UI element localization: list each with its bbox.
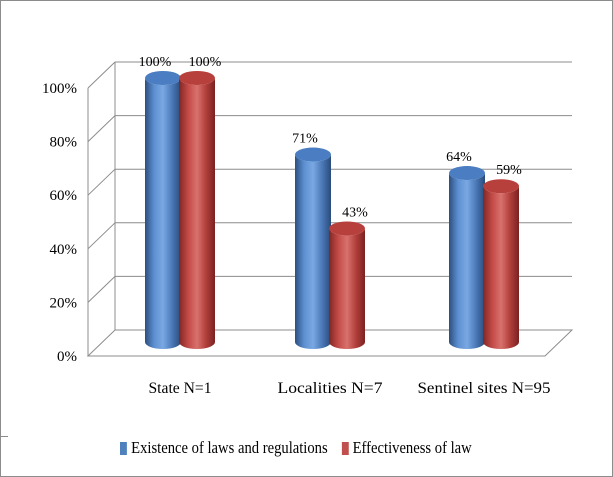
gridline-wall xyxy=(87,115,116,142)
bar-top-existence-1 xyxy=(295,147,331,162)
chart-plot: 0% 20% 40% 60% 80% 100% 100% 100% State N=1 71% 43… xyxy=(42,55,574,397)
y-tick-label: 40% xyxy=(50,242,78,258)
x-category-label: Localities N=7 xyxy=(278,380,383,397)
bar-effectiveness-1 xyxy=(329,228,365,349)
y-tick-label: 80% xyxy=(50,135,78,151)
bar-top-existence-2 xyxy=(449,166,485,181)
bar-existence-2 xyxy=(449,173,485,349)
bar-existence-0 xyxy=(145,78,181,349)
y-tick-label: 100% xyxy=(42,81,77,97)
bar-effectiveness-2 xyxy=(483,186,519,349)
chart-legend: Existence of laws and regulations Effect… xyxy=(120,437,485,459)
legend-swatch-effectiveness xyxy=(341,441,349,455)
y-tick-label: 0% xyxy=(57,349,77,365)
data-label: 71% xyxy=(292,132,318,147)
data-label: 100% xyxy=(189,55,222,70)
y-tick-label: 60% xyxy=(50,188,78,204)
gridline-wall xyxy=(87,222,116,250)
legend-label-existence: Existence of laws and regulations xyxy=(131,438,328,457)
data-label: 59% xyxy=(496,163,522,178)
x-category-label: Sentinel sites N=95 xyxy=(418,380,551,397)
gridline-wall xyxy=(87,61,116,89)
legend-label-effectiveness: Effectiveness of law xyxy=(352,438,472,457)
bar-top-effectiveness-0 xyxy=(179,71,215,85)
y-tick-label: 20% xyxy=(50,295,78,311)
gridline-wall xyxy=(87,168,116,196)
data-label: 43% xyxy=(342,205,368,220)
frame-tick xyxy=(0,436,8,437)
bar-top-existence-0 xyxy=(145,71,181,85)
data-label: 64% xyxy=(446,150,472,165)
bar-top-effectiveness-2 xyxy=(483,179,519,194)
data-label: 100% xyxy=(139,55,172,70)
legend-item-existence: Existence of laws and regulations xyxy=(120,438,328,458)
legend-swatch-existence xyxy=(120,441,127,455)
bar-top-effectiveness-1 xyxy=(329,221,365,236)
gridline-wall xyxy=(87,276,116,303)
bar-existence-1 xyxy=(295,154,331,349)
legend-item-effectiveness: Effectiveness of law xyxy=(341,438,472,458)
bar-effectiveness-0 xyxy=(179,78,215,349)
x-category-label: State N=1 xyxy=(149,380,212,397)
